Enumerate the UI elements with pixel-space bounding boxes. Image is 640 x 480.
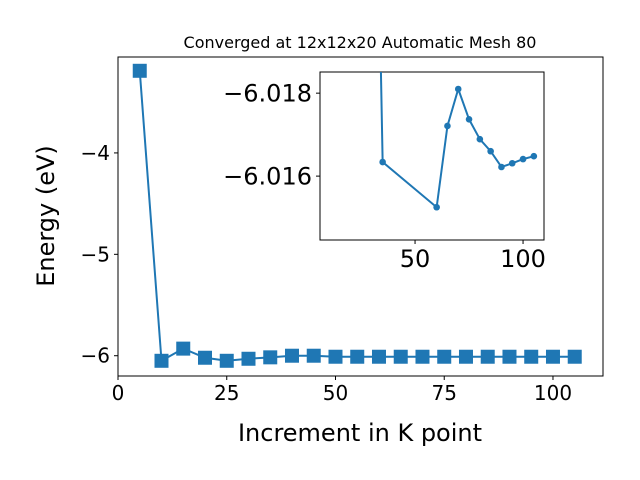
marker [154,353,169,368]
marker [508,159,516,167]
marker [197,350,212,365]
x-axis-label: Increment in K point [238,419,482,447]
marker [465,115,473,123]
marker [379,158,386,166]
marker [502,349,517,364]
marker [328,349,343,364]
y-tick-label: −6 [81,344,110,368]
y-tick-label: −5 [81,242,110,266]
marker [444,122,451,130]
marker [519,155,527,163]
marker [241,351,256,366]
marker [132,63,147,78]
y-tick-label: −4 [81,141,110,165]
marker [415,349,430,364]
marker [393,349,408,364]
marker [545,349,560,364]
marker [350,349,365,364]
x-tick-label: 75 [432,381,457,405]
y-axis-label: Energy (eV) [32,145,60,287]
y-tick-label: −6.018 [223,80,312,108]
chart-title: Converged at 12x12x20 Automatic Mesh 80 [184,33,537,52]
marker [498,163,505,171]
marker [524,349,539,364]
marker [458,349,473,364]
marker [371,349,386,364]
marker [433,203,440,211]
marker [306,348,321,363]
x-tick-label: 50 [400,245,431,273]
marker [437,349,452,364]
marker [176,341,191,356]
marker [567,349,582,364]
series [379,72,538,211]
marker [454,85,462,93]
marker [530,152,538,160]
marker [476,135,484,143]
y-tick-label: −6.016 [223,163,312,191]
marker [480,349,495,364]
plot-area [319,71,545,241]
x-tick-label: 0 [112,381,125,405]
x-tick-label: 100 [500,245,546,273]
marker [219,353,234,368]
x-tick-label: 50 [323,381,348,405]
series [132,63,582,368]
marker [284,348,299,363]
marker [263,350,278,365]
x-tick-label: 25 [214,381,239,405]
marker [487,147,494,155]
x-tick-label: 100 [534,381,572,405]
